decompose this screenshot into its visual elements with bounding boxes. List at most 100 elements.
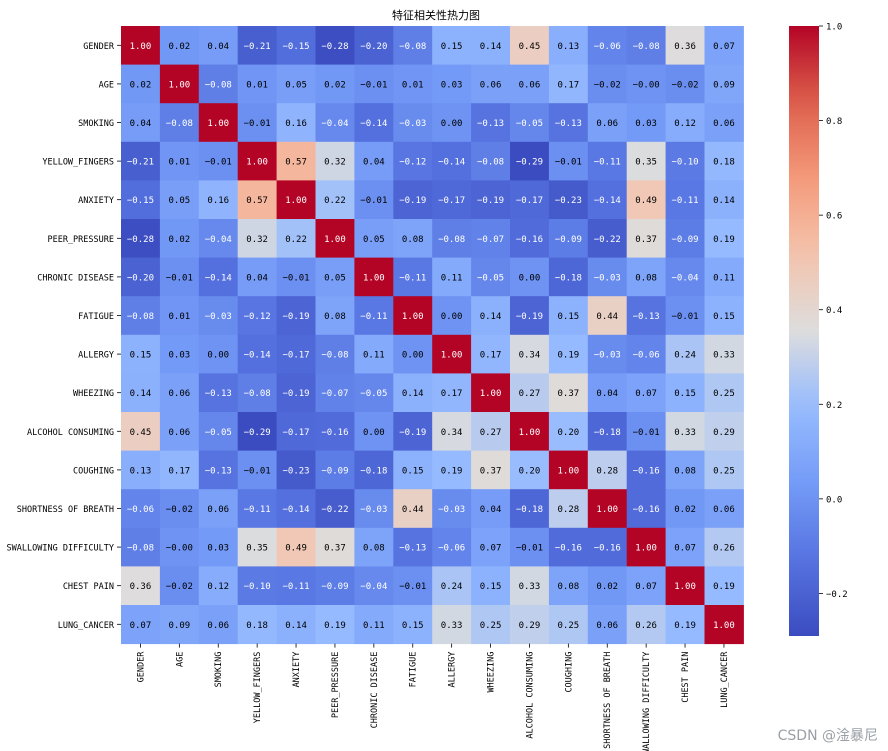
x-tick-labels: GENDER AGE SMOKING YELLOW_FINGERS ANXIETY PEE… bbox=[136, 643, 730, 751]
heatmap-cell-label: 0.07 bbox=[130, 621, 152, 631]
x-tick-label: PEER_PRESSURE bbox=[331, 652, 341, 719]
heatmap-cell bbox=[121, 489, 161, 529]
heatmap-cell bbox=[587, 103, 628, 143]
heatmap-cell bbox=[665, 64, 705, 104]
heatmap-cell bbox=[237, 64, 278, 104]
heatmap-cell-label: −0.10 bbox=[672, 158, 699, 168]
heatmap-cell bbox=[510, 334, 550, 374]
heatmap-cell-label: 0.19 bbox=[674, 621, 696, 631]
y-tick-label: COUGHING bbox=[73, 466, 114, 476]
heatmap-cell bbox=[237, 103, 278, 143]
heatmap-cell bbox=[159, 103, 200, 143]
heatmap-cell-label: 0.07 bbox=[713, 42, 735, 52]
heatmap-cell-label: −0.03 bbox=[438, 505, 465, 515]
heatmap-cell bbox=[510, 373, 550, 413]
heatmap-cell bbox=[665, 180, 705, 220]
heatmap-cell-label: 0.02 bbox=[169, 235, 191, 245]
heatmap-cell bbox=[276, 489, 316, 529]
heatmap-cell-label: 0.06 bbox=[480, 80, 502, 90]
heatmap-cell-label: 0.29 bbox=[713, 428, 735, 438]
y-tick-label: SWALLOWING DIFFICULTY bbox=[7, 544, 114, 554]
heatmap-cell-label: 0.37 bbox=[324, 544, 346, 554]
heatmap-cell-label: 0.06 bbox=[519, 80, 541, 90]
heatmap-cell bbox=[393, 257, 433, 297]
heatmap-cell-label: −0.08 bbox=[477, 158, 504, 168]
heatmap-cell bbox=[315, 412, 355, 452]
heatmap-cell bbox=[276, 64, 316, 104]
heatmap-cell bbox=[704, 180, 744, 220]
heatmap-cell-label: −0.13 bbox=[477, 119, 504, 129]
heatmap-cell-label: −0.16 bbox=[321, 428, 348, 438]
heatmap-cell bbox=[315, 296, 355, 336]
heatmap-cell bbox=[626, 489, 667, 529]
heatmap-cell-label: −0.11 bbox=[283, 582, 310, 592]
heatmap-cell-label: 0.12 bbox=[207, 582, 229, 592]
heatmap-cell-label: −0.11 bbox=[360, 312, 387, 322]
heatmap-cell bbox=[704, 527, 744, 567]
heatmap-cell-label: 0.16 bbox=[285, 119, 307, 129]
heatmap-cell bbox=[704, 489, 744, 529]
heatmap-cell bbox=[354, 26, 394, 66]
heatmap-cell bbox=[704, 605, 744, 645]
colorbar-gradient bbox=[789, 26, 819, 636]
heatmap-cell bbox=[121, 103, 161, 143]
heatmap-cell-label: 0.24 bbox=[441, 582, 463, 592]
heatmap-cell bbox=[704, 450, 744, 490]
heatmap-cell bbox=[626, 566, 667, 606]
heatmap-cell bbox=[159, 334, 200, 374]
heatmap-cell-label: 0.03 bbox=[635, 119, 657, 129]
y-tick-labels: GENDER AGE SMOKING YELLOW_FINGERS ANXIETY PEE… bbox=[7, 42, 121, 631]
heatmap-cell-label: 0.04 bbox=[246, 273, 268, 283]
heatmap-cell-label: 0.14 bbox=[480, 312, 502, 322]
heatmap-cell bbox=[159, 373, 200, 413]
heatmap-cell bbox=[237, 141, 278, 181]
heatmap-cell bbox=[354, 605, 394, 645]
heatmap-cell bbox=[276, 26, 316, 66]
heatmap-cell-label: 1.00 bbox=[363, 273, 385, 283]
heatmap-cell-label: 1.00 bbox=[207, 119, 229, 129]
heatmap-cell bbox=[354, 373, 394, 413]
heatmap-cell-label: −0.08 bbox=[127, 312, 154, 322]
heatmap-cell-label: −0.04 bbox=[205, 235, 232, 245]
heatmap-cell-label: −0.01 bbox=[672, 312, 699, 322]
heatmap-cell bbox=[393, 26, 433, 66]
heatmap-cell bbox=[704, 64, 744, 104]
heatmap-cell-label: −0.29 bbox=[516, 158, 543, 168]
colorbar-tick-label: 0.4 bbox=[826, 306, 842, 316]
y-tick-label: GENDER bbox=[83, 42, 115, 52]
heatmap-cell bbox=[704, 373, 744, 413]
heatmap-cell-label: 1.00 bbox=[674, 582, 696, 592]
x-tick-label: LUNG_CANCER bbox=[720, 651, 730, 708]
heatmap-cell-label: 0.29 bbox=[519, 621, 541, 631]
heatmap-cell bbox=[159, 566, 200, 606]
heatmap-cell bbox=[587, 412, 628, 452]
heatmap-cell bbox=[432, 373, 472, 413]
heatmap-cell bbox=[548, 219, 589, 259]
heatmap-cell bbox=[354, 257, 394, 297]
heatmap-cell bbox=[587, 296, 628, 336]
heatmap-cell bbox=[159, 219, 200, 259]
heatmap-cell-label: −0.05 bbox=[516, 119, 543, 129]
heatmap-cell bbox=[393, 64, 433, 104]
heatmap-cell-label: 0.06 bbox=[169, 389, 191, 399]
heatmap-cell bbox=[237, 219, 278, 259]
heatmap-cell bbox=[665, 334, 705, 374]
heatmap-cell-label: −0.02 bbox=[594, 80, 621, 90]
heatmap-cell bbox=[432, 489, 472, 529]
heatmap-cell-label: 0.06 bbox=[169, 428, 191, 438]
heatmap-cell-label: −0.13 bbox=[205, 466, 232, 476]
heatmap-cell bbox=[587, 180, 628, 220]
heatmap-cell bbox=[198, 412, 239, 452]
heatmap-cell-label: 0.15 bbox=[674, 389, 696, 399]
y-tick-label: LUNG_CANCER bbox=[58, 621, 115, 631]
heatmap-cell-label: 0.02 bbox=[596, 582, 618, 592]
heatmap-cell bbox=[704, 141, 744, 181]
heatmap-cell-label: −0.19 bbox=[516, 312, 543, 322]
heatmap-cell bbox=[471, 26, 511, 66]
heatmap-cell bbox=[276, 257, 316, 297]
heatmap-cell bbox=[315, 26, 355, 66]
heatmap-cell bbox=[704, 412, 744, 452]
heatmap-cell bbox=[626, 141, 667, 181]
heatmap-cell-label: 0.20 bbox=[519, 466, 541, 476]
heatmap-cell-label: 0.02 bbox=[169, 42, 191, 52]
